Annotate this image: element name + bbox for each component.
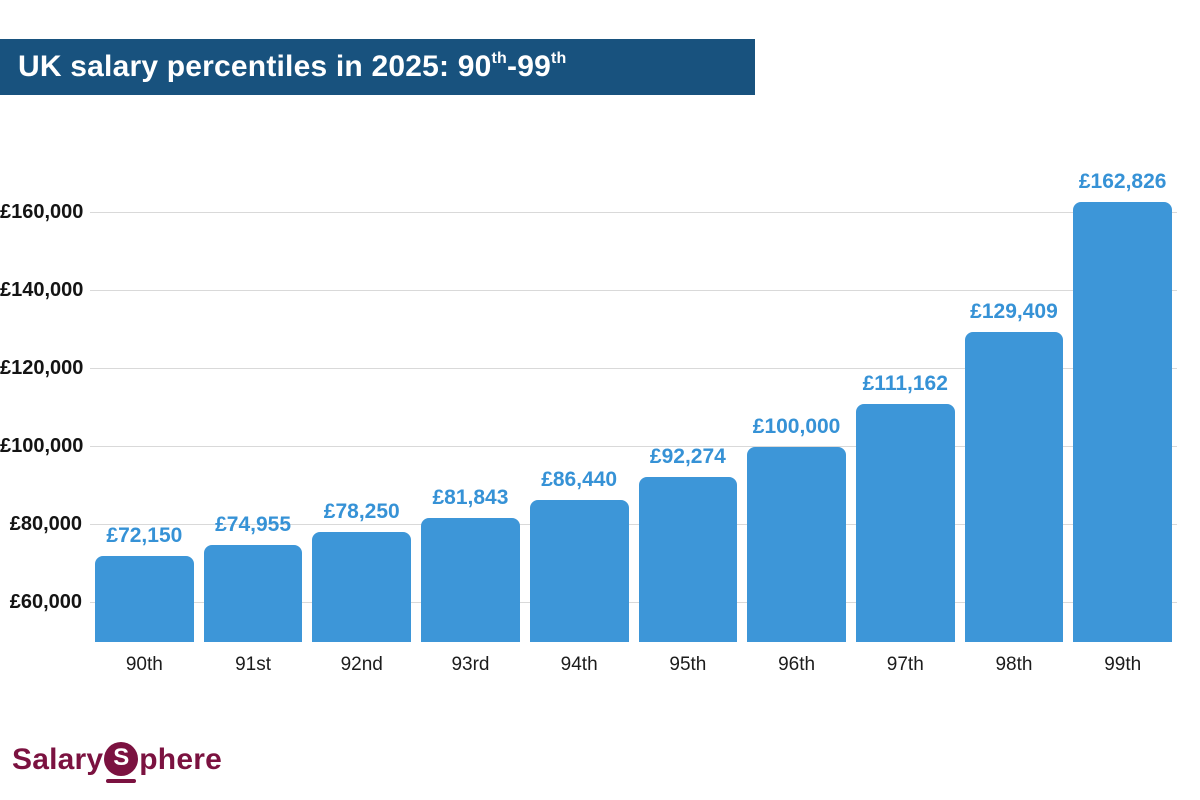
title-segment: -99 (507, 50, 552, 83)
y-gridline (90, 446, 1177, 447)
bar-slot-94th: £86,440 94th (529, 160, 629, 675)
bar-value-label: £72,150 (106, 523, 183, 547)
title-segment: UK salary percentiles in 2025: 90 (18, 50, 492, 83)
bar-value-label: £78,250 (323, 499, 400, 523)
y-axis-tick-label: £100,000 (0, 435, 84, 457)
y-axis-tick-label: £160,000 (0, 201, 84, 223)
bars-layer: £72,150 90th £74,955 91st £78,250 92nd £81,843… (90, 160, 1177, 675)
bar-value-label: £129,409 (970, 300, 1058, 324)
logo-text-salary: Salary (12, 743, 104, 776)
y-gridline (90, 212, 1177, 213)
x-axis-tick-label: 94th (560, 654, 598, 675)
bar-96th (747, 447, 846, 642)
bar-slot-90th: £72,150 90th (95, 160, 194, 675)
bar-slot-98th: £129,409 98th (964, 160, 1064, 675)
bar-95th (638, 477, 738, 642)
bar-slot-93rd: £81,843 93rd (421, 160, 520, 675)
bar-slot-97th: £111,162 97th (855, 160, 955, 675)
title-superscript: th (491, 50, 508, 67)
x-axis-tick-label: 93rd (451, 654, 490, 675)
bar-slot-91st: £74,955 91st (203, 160, 303, 675)
bar-value-label: £81,843 (432, 485, 509, 509)
bar-92nd (312, 531, 412, 642)
bar-value-label: £162,826 (1078, 170, 1167, 193)
bar-93rd (421, 517, 520, 642)
x-axis-tick-label: 90th (125, 654, 163, 675)
bar-99th (1073, 202, 1173, 642)
page-title: UK salary percentiles in 2025: 90th-99th (18, 50, 567, 84)
bar-chart: £60,000 £80,000 £100,000 £120,000 £140,000 £1… (0, 160, 1177, 675)
logo-sphere-icon: S (104, 742, 139, 783)
y-axis-tick-label: £60,000 (9, 591, 82, 613)
x-axis-tick-label: 92nd (340, 654, 383, 675)
bar-94th (529, 499, 629, 642)
bar-value-label: £100,000 (752, 415, 841, 438)
bar-slot-96th: £100,000 96th (747, 160, 846, 675)
logo-underline-decoration (106, 779, 137, 783)
y-axis-tick-label: £120,000 (0, 357, 84, 379)
y-axis-tick-label: £80,000 (9, 513, 82, 535)
x-axis-tick-label: 91st (235, 654, 272, 675)
y-gridline (90, 524, 1177, 525)
bar-value-label: £86,440 (541, 467, 618, 491)
x-axis-tick-label: 97th (886, 654, 924, 675)
y-gridline (90, 602, 1177, 603)
bar-97th (855, 403, 955, 642)
bar-90th (95, 555, 194, 642)
bar-value-label: £74,955 (215, 512, 292, 536)
bar-slot-99th: £162,826 99th (1073, 160, 1173, 675)
bar-slot-95th: £92,274 95th (638, 160, 738, 675)
x-axis-tick-label: 95th (669, 654, 707, 675)
logo-letter-s: S (113, 744, 130, 771)
y-axis-tick-label: £140,000 (0, 279, 84, 301)
bar-value-label: £92,274 (649, 445, 726, 469)
x-axis-tick-label: 99th (1104, 654, 1142, 675)
bar-slot-92nd: £78,250 92nd (312, 160, 412, 675)
y-gridline (90, 290, 1177, 291)
y-gridline (90, 368, 1177, 369)
bar-value-label: £111,162 (862, 371, 948, 395)
x-axis-tick-label: 98th (995, 654, 1033, 675)
bar-98th (964, 332, 1064, 642)
title-banner: UK salary percentiles in 2025: 90th-99th (0, 39, 755, 95)
title-superscript: th (551, 50, 567, 67)
logo-text-phere: phere (139, 743, 222, 776)
x-axis-tick-label: 96th (778, 654, 816, 675)
brand-logo: Salary S phere (12, 736, 222, 784)
bar-91st (203, 544, 303, 642)
